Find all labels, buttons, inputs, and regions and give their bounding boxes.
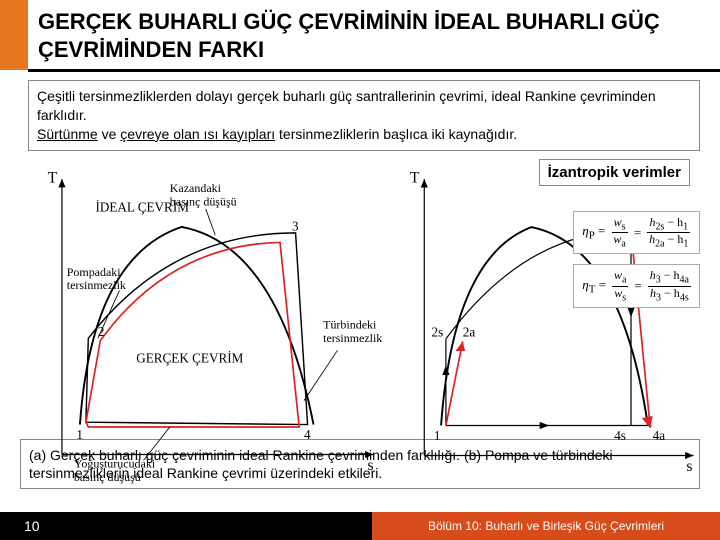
intro-line1: Çeşitli tersinmezliklerden dolayı gerçek…: [37, 88, 656, 123]
footer-chapter: Bölüm 10: Buharlı ve Birleşik Güç Çevrim…: [372, 512, 720, 540]
diagrams-row: İzantropik verimler ηP = wswa = h2s − h1…: [0, 157, 720, 437]
header: GERÇEK BUHARLI GÜÇ ÇEVRİMİNİN İDEAL BUHA…: [0, 0, 720, 72]
svg-text:Türbindekitersinmezlik: Türbindekitersinmezlik: [323, 317, 382, 344]
svg-text:Pompadakitersinmezlik: Pompadakitersinmezlik: [67, 265, 126, 292]
axis-s-b: s: [687, 458, 693, 475]
equations-box: ηP = wswa = h2s − h1h2a − h1 ηT = waws =…: [573, 211, 700, 309]
title-box: GERÇEK BUHARLI GÜÇ ÇEVRİMİNİN İDEAL BUHA…: [28, 0, 720, 72]
page-title: GERÇEK BUHARLI GÜÇ ÇEVRİMİNİN İDEAL BUHA…: [38, 8, 710, 63]
svg-text:4a: 4a: [653, 428, 666, 443]
equation-pump: ηP = wswa = h2s − h1h2a − h1: [573, 211, 700, 255]
svg-text:2s: 2s: [432, 324, 444, 339]
intro-underline1: Sürtünme: [37, 126, 98, 142]
svg-text:4: 4: [304, 427, 311, 442]
ts-diagram-a: T s 1 2 3 4 İDEAL ÇEVRİM Pompadakitersin…: [26, 161, 385, 484]
axis-t-b: T: [410, 169, 420, 186]
svg-text:4s: 4s: [615, 428, 627, 443]
intro-underline2: çevreye olan ısı kayıpları: [120, 126, 275, 142]
svg-text:3: 3: [292, 218, 299, 233]
footer-page: 10: [0, 512, 372, 540]
ts-diagram-b: T s 1 2a 2s 3 4s 4a: [393, 161, 706, 486]
intro-box: Çeşitli tersinmezliklerden dolayı gerçek…: [28, 80, 700, 151]
axis-t-a: T: [48, 169, 58, 186]
svg-text:Kazandakibasınç düşüşü: Kazandakibasınç düşüşü: [170, 181, 237, 208]
equation-turbine: ηT = waws = h3 − h4ah3 − h4s: [573, 264, 700, 308]
svg-text:1: 1: [76, 427, 83, 442]
svg-text:2a: 2a: [463, 324, 476, 339]
svg-text:Yoğuşturucudakibasınç düşüşü: Yoğuşturucudakibasınç düşüşü: [74, 456, 156, 483]
svg-text:1: 1: [434, 428, 441, 443]
orange-tab: [0, 0, 28, 70]
izantropik-label: İzantropik verimler: [539, 159, 690, 186]
axis-s-a: s: [367, 457, 373, 474]
svg-text:GERÇEK ÇEVRİM: GERÇEK ÇEVRİM: [136, 350, 243, 365]
footer: 10 Bölüm 10: Buharlı ve Birleşik Güç Çev…: [0, 512, 720, 540]
